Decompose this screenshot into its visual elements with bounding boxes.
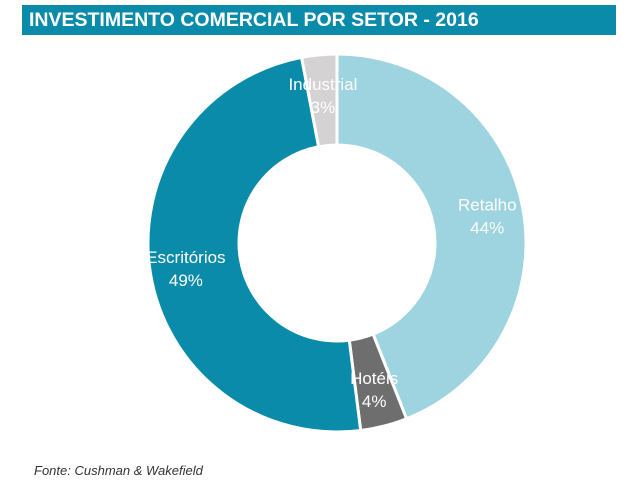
source-note: Fonte: Cushman & Wakefield bbox=[34, 463, 203, 478]
chart-title: INVESTIMENTO COMERCIAL POR SETOR - 2016 bbox=[22, 5, 616, 35]
slice-label-escritorios: Escritórios bbox=[146, 248, 225, 267]
slice-escritorios bbox=[146, 55, 363, 434]
slice-value-escritorios: 49% bbox=[169, 271, 203, 290]
slice-value-retalho: 44% bbox=[470, 218, 504, 237]
slice-label-hoteis: Hotéis bbox=[350, 369, 398, 388]
slice-label-retalho: Retalho bbox=[458, 195, 517, 214]
slice-label-industrial: Industrial bbox=[288, 75, 357, 94]
slice-industrial bbox=[299, 52, 339, 149]
slice-value-industrial: 3% bbox=[311, 98, 336, 117]
slice-value-hoteis: 4% bbox=[362, 392, 387, 411]
slice-retalho bbox=[335, 52, 528, 421]
